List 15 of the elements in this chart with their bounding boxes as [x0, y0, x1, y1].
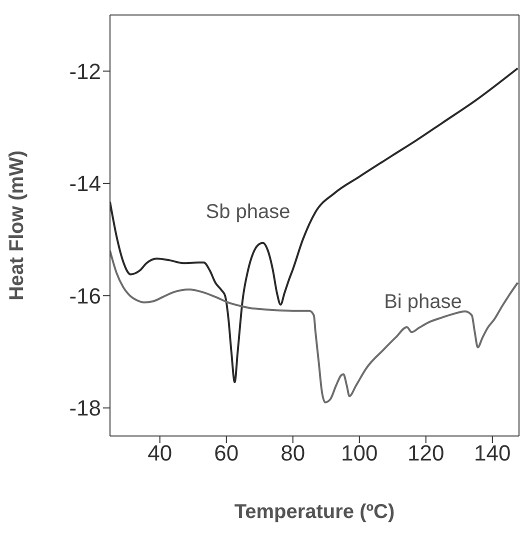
- x-tick-label: 100: [341, 440, 378, 466]
- y-axis-title: Heat Flow (mW): [6, 150, 28, 300]
- annotation: Sb phase: [206, 201, 290, 223]
- x-tick-label: 140: [474, 440, 511, 466]
- x-tick-label: 80: [280, 440, 306, 466]
- x-tick-label: 40: [148, 440, 172, 466]
- y-tick-label: -12: [69, 58, 101, 84]
- x-tick-label: 120: [408, 440, 444, 466]
- y-tick-label: -18: [69, 396, 101, 421]
- y-tick-label: -14: [69, 171, 101, 196]
- x-tick-label: 60: [214, 440, 239, 466]
- y-tick-label: -16: [69, 283, 101, 308]
- line-series: [110, 250, 519, 404]
- x-axis-title: Temperature (ºC): [234, 501, 395, 523]
- annotation: Bi phase: [384, 291, 462, 313]
